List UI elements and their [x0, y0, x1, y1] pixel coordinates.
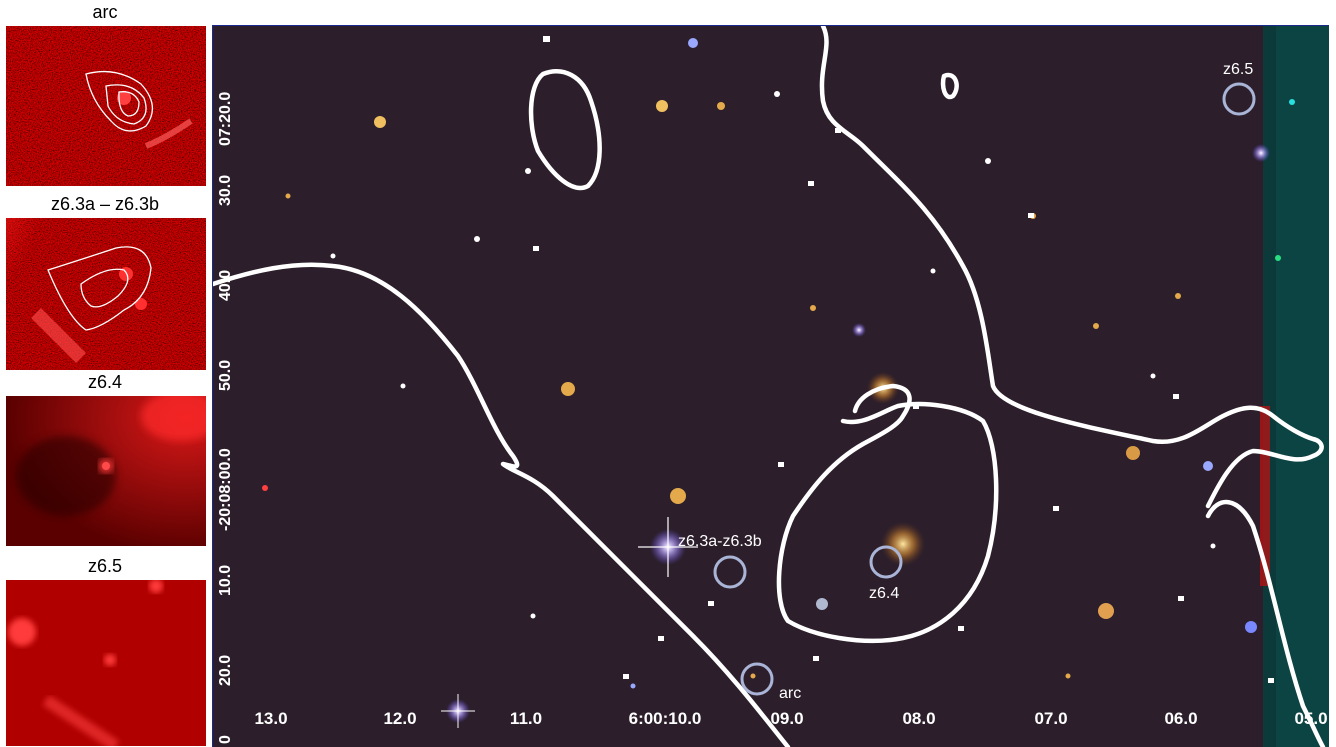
- ra-tick: 13.0: [254, 709, 288, 728]
- dec-tick: 40.0: [217, 269, 234, 301]
- main-image: z6.5 z6.3a-z6.3b z6.4 arc 13.0 12.0 11.0…: [212, 25, 1329, 747]
- bright-star: [1252, 144, 1270, 162]
- galaxy: [1093, 323, 1099, 329]
- dec-tick: 30.0: [217, 174, 234, 206]
- galaxy: [930, 268, 936, 274]
- dec-tick: 20.0: [217, 654, 234, 686]
- panel-arc: [6, 26, 206, 186]
- panel-z64: [6, 396, 206, 546]
- critical-curve: [213, 262, 791, 747]
- dec-tick: -20:08:00.0: [217, 448, 234, 531]
- cluster-galaxy: [881, 522, 925, 566]
- label-z63: z6.3a-z6.3b: [678, 533, 762, 550]
- panel-z63: [6, 218, 206, 370]
- galaxy: [525, 168, 531, 174]
- critical-curve: [1205, 499, 1326, 747]
- galaxy: [1203, 461, 1213, 471]
- ra-tick: 6:00:10.0: [628, 709, 702, 728]
- galaxy: [262, 485, 268, 491]
- critical-curve: [940, 72, 959, 100]
- galaxy: [630, 683, 636, 689]
- galaxy: [1175, 293, 1181, 299]
- critical-curve: [528, 69, 602, 190]
- panel-z63-title: z6.3a – z6.3b: [50, 194, 160, 214]
- galaxy: [774, 91, 780, 97]
- ra-tick: 11.0: [509, 709, 543, 728]
- galaxy: [1098, 603, 1114, 619]
- critical-curve: [819, 26, 1324, 509]
- critical-curve: [776, 383, 999, 644]
- galaxy: [1126, 446, 1140, 460]
- dec-tick: 07:20.0: [217, 91, 234, 146]
- galaxy: [530, 613, 536, 619]
- panel-arc-title: arc: [92, 2, 118, 22]
- sky-background: [213, 26, 1329, 747]
- panel-z65: [6, 580, 206, 746]
- galaxy: [285, 193, 291, 199]
- dec-tick: 0: [217, 735, 234, 744]
- galaxy: [810, 305, 816, 311]
- label-z64: z6.4: [869, 585, 900, 602]
- source-circle-z64: [869, 545, 903, 579]
- galaxy: [656, 100, 668, 112]
- galaxy: [717, 102, 725, 110]
- red-noise-band: [1260, 406, 1270, 586]
- panel-z64-title: z6.4: [87, 372, 123, 392]
- galaxy: [374, 116, 386, 128]
- galaxy: [1275, 255, 1281, 261]
- ra-tick: 05.0: [1294, 709, 1328, 728]
- galaxy: [1289, 99, 1295, 105]
- ra-tick: 07.0: [1034, 709, 1068, 728]
- source-circle-arc: [740, 662, 774, 696]
- dec-tick: 10.0: [217, 564, 234, 596]
- panel-z65-title: z6.5: [87, 556, 123, 576]
- galaxy: [1150, 373, 1156, 379]
- dec-tick: 50.0: [217, 359, 234, 391]
- galaxy: [985, 158, 991, 164]
- source-circle-z65: [1222, 82, 1256, 116]
- galaxy: [670, 488, 686, 504]
- bright-star: [852, 323, 866, 337]
- galaxy: [561, 382, 575, 396]
- galaxy: [816, 598, 828, 610]
- galaxy: [400, 383, 406, 389]
- galaxy: [750, 673, 756, 679]
- label-arc: arc: [779, 685, 802, 702]
- galaxy: [474, 236, 480, 242]
- label-z65: z6.5: [1223, 61, 1254, 78]
- galaxy: [1210, 543, 1216, 549]
- ra-tick: 12.0: [383, 709, 417, 728]
- source-circle-z63: [713, 555, 747, 589]
- ra-tick: 08.0: [902, 709, 936, 728]
- galaxy: [688, 38, 698, 48]
- galaxy: [1245, 621, 1257, 633]
- galaxy: [330, 253, 336, 259]
- galaxy: [1065, 673, 1071, 679]
- ra-tick: 06.0: [1164, 709, 1198, 728]
- ra-tick: 09.0: [770, 709, 804, 728]
